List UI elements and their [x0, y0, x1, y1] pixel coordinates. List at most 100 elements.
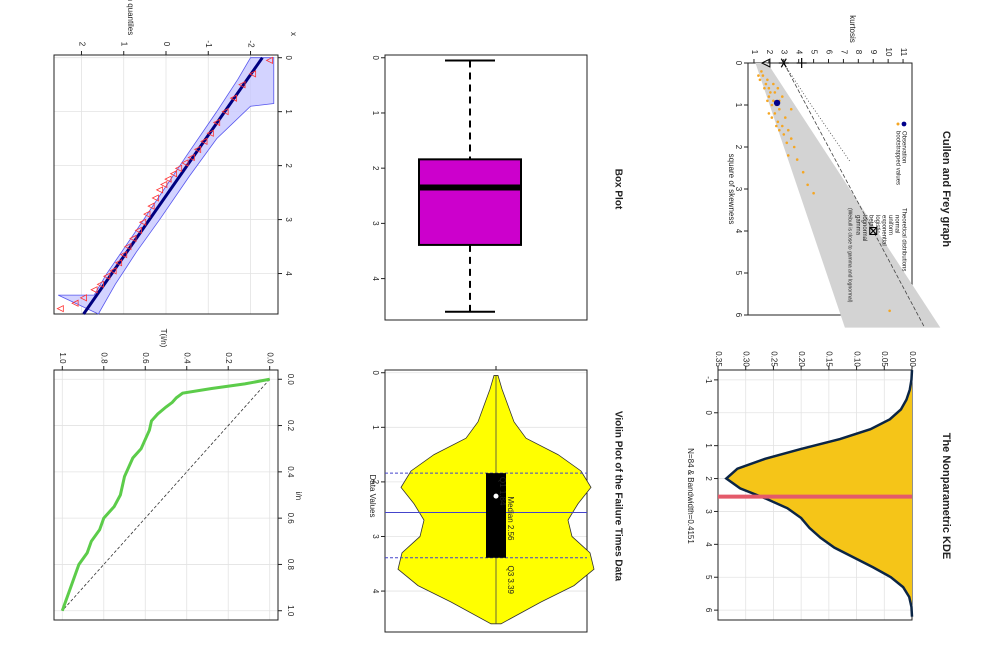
bootstrap-point [789, 137, 793, 140]
chart-title: The Nonparametric KDE [940, 433, 952, 560]
y-tick-label: 0.0 [266, 352, 275, 364]
x-tick-label: 3 [284, 217, 293, 222]
bootstrap-point [770, 103, 774, 107]
legend-note: (Weibull is close to gamma and lognormal… [847, 208, 853, 303]
qq-point [169, 170, 178, 178]
box-plot-chart: 0 1 2 3 4 Box Plot [371, 54, 623, 321]
x-axis-label: N=84 & Bandwidth=0.4151 [686, 448, 695, 544]
gamma-line [783, 62, 926, 328]
bootstrap-point [758, 78, 762, 82]
x-tick-label: 2 [371, 480, 380, 485]
ttt-curve [60, 377, 270, 612]
x-tick-label: 0.0 [286, 374, 295, 386]
ttt-plot-chart: 0.0 0.2 0.4 0.6 0.8 1.0 0.0 0.2 0.4 0.6 0.8 1.0 i/n T… [53, 329, 303, 621]
qq-point [102, 272, 111, 280]
y-tick-label: 0.00 [908, 351, 917, 367]
bootstrap-point [773, 91, 777, 94]
bootstrap-point [767, 112, 771, 115]
qq-point [90, 286, 98, 294]
x-tick-label: 2 [704, 476, 713, 481]
y-tick-label: 8 [854, 50, 863, 55]
qq-point [229, 94, 238, 102]
qq-point [206, 129, 214, 137]
legend-observation-marker [901, 121, 907, 127]
y-tick-label: 2 [77, 42, 86, 47]
x-tick-label: 0 [371, 371, 380, 376]
qq-point [221, 108, 229, 116]
chart-title: Cullen and Frey graph [940, 131, 952, 247]
kde-chart: -1 0 1 2 3 4 5 6 0.00 0.05 0.10 0.15 0.20 0.25 0.30 0.3… [686, 351, 952, 621]
qq-point [193, 145, 202, 154]
bootstrap-point [780, 95, 784, 98]
exponential-marker [869, 227, 878, 235]
bootstrap-point [770, 116, 774, 119]
y-axis-label: kurtosis [848, 15, 857, 43]
x-tick-label: 1 [371, 111, 380, 116]
bootstrap-point [776, 120, 780, 124]
bootstrap-point [761, 74, 765, 77]
bootstrap-point [789, 107, 793, 111]
bootstrap-point [760, 70, 763, 73]
legend-entry: lognormal [861, 215, 867, 241]
median-label: Median 2.56 [506, 496, 515, 541]
bootstrap-point [801, 170, 805, 174]
y-tick-label: 5 [809, 50, 818, 55]
x-tick-label: 1 [704, 443, 713, 448]
qq-point [248, 70, 257, 78]
chart-title: Box Plot [612, 169, 623, 210]
bootstrap-point [773, 112, 777, 115]
qq-point [159, 180, 168, 189]
lognormal-curve [783, 62, 850, 162]
iqr-box [486, 473, 506, 558]
x-tick-label: 3 [371, 534, 380, 539]
y-tick-label: 0.8 [100, 352, 109, 364]
x-tick-label: 4 [284, 271, 293, 276]
beta-region [755, 63, 941, 328]
x-tick-label: 0.2 [286, 420, 295, 432]
bootstrap-point [812, 191, 815, 195]
bootstrap-point [786, 128, 790, 132]
bootstrap-point [772, 99, 775, 103]
qq-point [143, 210, 151, 218]
x-tick-label: 5 [704, 575, 713, 580]
x-tick-label: 0.4 [286, 466, 295, 478]
y-tick-label: 3 [780, 50, 789, 55]
x-tick-label: 1 [371, 425, 380, 430]
bootstrap-point [757, 74, 760, 77]
x-tick-label: 6 [704, 608, 713, 613]
y-tick-label: 4 [795, 50, 804, 55]
y-axis-label: T(i/n) [159, 329, 168, 348]
y-axis-label: norm quantiles [126, 0, 135, 35]
y-tick-label: 1 [120, 42, 129, 47]
bootstrap-point [780, 124, 784, 128]
kde-line [724, 369, 914, 617]
bootstrap-point [888, 309, 891, 313]
qq-point [265, 56, 273, 65]
qq-point [129, 234, 137, 243]
qq-point [138, 218, 147, 226]
qq-point [134, 226, 142, 235]
bootstrap-point [766, 78, 769, 82]
bootstrap-point [763, 86, 766, 90]
observation-point [773, 99, 781, 107]
median-dot [493, 493, 499, 499]
bootstrap-point [785, 141, 789, 145]
plot-frame [384, 369, 588, 633]
bootstrap-point [776, 86, 780, 90]
qq-point [155, 186, 164, 194]
x-axis-label: Data Values [368, 475, 377, 518]
y-tick-label: 7 [839, 50, 848, 55]
x-tick-label: 2 [734, 145, 743, 150]
x-tick-label: 0.8 [286, 559, 295, 571]
y-tick-label: 0.2 [224, 352, 233, 364]
legend-theoretical-title: Theoretical distributions [900, 208, 906, 271]
x-tick-label: 2 [371, 166, 380, 171]
legend-entry: gamma [854, 215, 860, 236]
y-tick-label: 0.6 [141, 352, 150, 364]
qq-point [181, 159, 189, 167]
bootstrap-point [767, 95, 771, 98]
